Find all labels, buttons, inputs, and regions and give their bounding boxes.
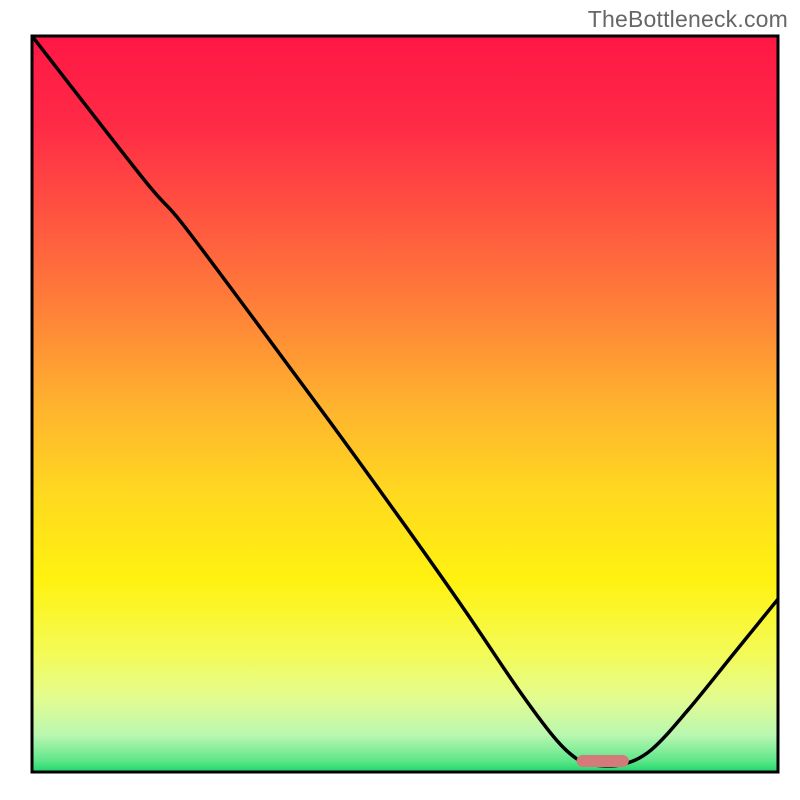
bottleneck-chart (0, 0, 800, 800)
watermark-text: TheBottleneck.com (588, 6, 788, 33)
gradient-background (32, 36, 778, 772)
chart-container: TheBottleneck.com (0, 0, 800, 800)
optimal-range-marker (577, 755, 629, 767)
